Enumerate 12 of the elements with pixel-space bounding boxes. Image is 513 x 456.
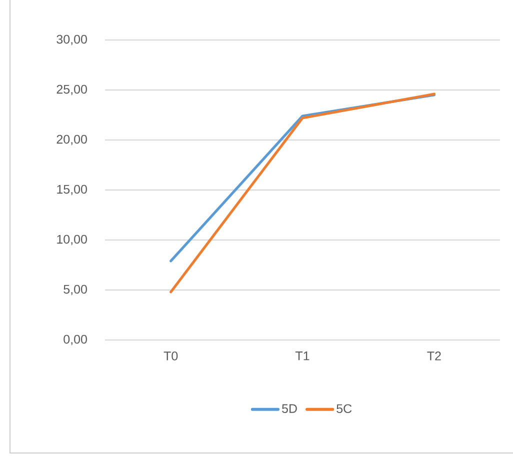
y-tick-label: 10,00 bbox=[57, 234, 87, 246]
y-tick-label: 20,00 bbox=[56, 134, 87, 146]
y-tick-label: 25,00 bbox=[56, 84, 87, 96]
y-tick-label: 5,00 bbox=[64, 284, 87, 296]
legend-label: 5C bbox=[336, 404, 352, 414]
y-tick-label: 0,00 bbox=[64, 334, 87, 346]
x-tick-label: T2 bbox=[427, 352, 441, 360]
y-tick-label: 30,00 bbox=[56, 34, 87, 46]
legend-label: 5D bbox=[282, 404, 297, 413]
y-tick-label: 15,00 bbox=[57, 184, 87, 196]
x-tick-label: T1 bbox=[295, 352, 310, 360]
x-tick-label: T0 bbox=[164, 352, 178, 360]
